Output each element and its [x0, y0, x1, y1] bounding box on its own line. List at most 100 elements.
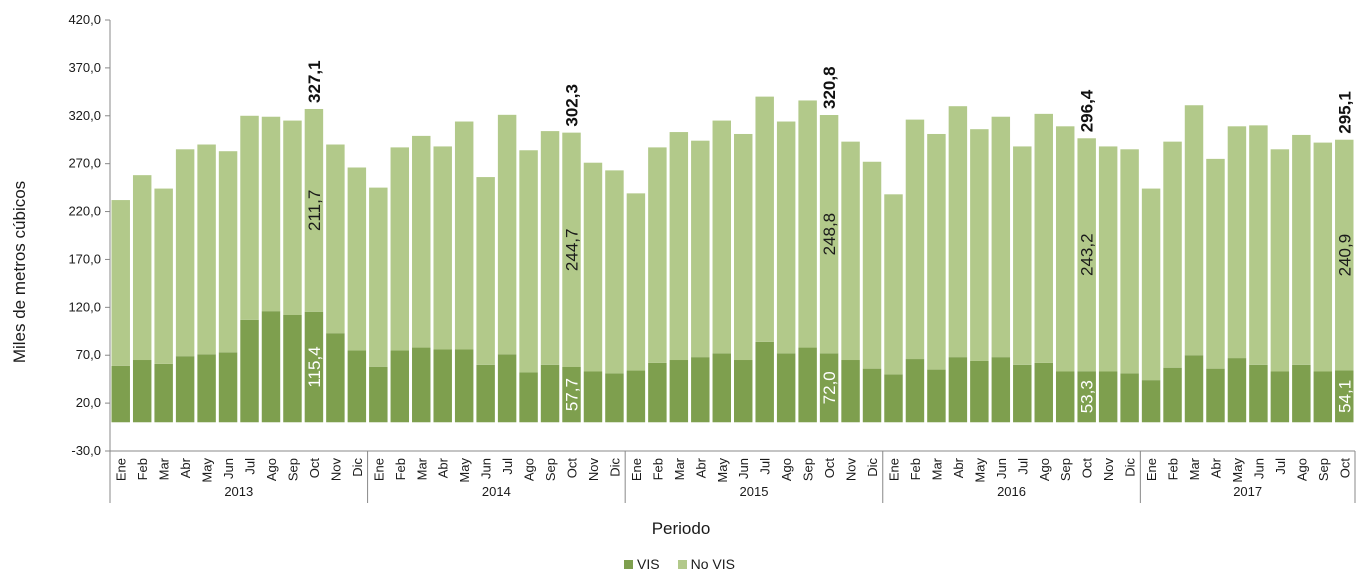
bar-vis — [497, 354, 517, 423]
bar-vis — [605, 373, 624, 423]
bar-vis — [369, 366, 388, 423]
bar-no-vis — [283, 120, 302, 315]
x-axis-title: Periodo — [652, 519, 711, 538]
bar-vis — [1055, 371, 1075, 423]
bar-no-vis — [497, 114, 517, 355]
x-tick-label: Ene — [114, 458, 129, 481]
data-labels: 327,1 211,7 115,4 302,3 244,7 57,7 320,8 248,8 7… — [305, 60, 1354, 413]
year-label: 2014 — [482, 484, 511, 499]
year-label: 2016 — [997, 484, 1026, 499]
bar-vis — [240, 319, 259, 423]
x-tick-label: Dic — [865, 458, 880, 477]
x-tick-label: May — [715, 458, 730, 483]
bar-no-vis — [776, 121, 796, 354]
bar-no-vis — [390, 147, 410, 351]
x-tick-label: May — [457, 458, 472, 483]
bar-no-vis — [884, 194, 903, 375]
x-tick-label: Nov — [844, 458, 859, 482]
bar-no-vis — [476, 177, 495, 365]
x-tick-label: Ago — [1037, 458, 1052, 481]
x-tick-label: Jun — [994, 458, 1009, 479]
total-data-label: 327,1 — [305, 60, 324, 103]
bar-no-vis — [154, 188, 173, 364]
bar-vis — [1141, 380, 1161, 423]
bar-vis — [948, 357, 968, 423]
bar-no-vis — [197, 144, 216, 355]
x-tick-label: Jun — [479, 458, 494, 479]
x-tick-label: Dic — [350, 458, 365, 477]
y-tick-label: 220,0 — [68, 204, 101, 219]
bar-vis — [111, 365, 130, 423]
y-tick-label: 370,0 — [68, 60, 101, 75]
x-tick-label: Jul — [758, 458, 773, 475]
bar-no-vis — [1184, 105, 1204, 356]
x-tick-label: Dic — [1123, 458, 1138, 477]
bar-no-vis — [1055, 126, 1075, 372]
bar-no-vis — [132, 175, 152, 361]
bar-no-vis — [1141, 188, 1161, 381]
bar-no-vis — [1249, 125, 1268, 365]
bar-vis — [905, 359, 925, 423]
bar-no-vis — [819, 115, 839, 354]
x-tick-label: May — [1230, 458, 1245, 483]
vis-data-label: 72,0 — [820, 371, 839, 404]
bar-no-vis — [841, 141, 860, 361]
bar-no-vis — [1335, 139, 1354, 371]
bar-no-vis — [1206, 158, 1225, 369]
bar-vis — [991, 357, 1011, 423]
bar-vis — [691, 357, 710, 423]
bar-no-vis — [347, 167, 367, 351]
x-tick-label: Sep — [801, 458, 816, 481]
x-tick-label: Jun — [1251, 458, 1266, 479]
bar-no-vis — [519, 150, 538, 373]
x-tick-label: Jun — [221, 458, 236, 479]
x-tick-label: Jun — [736, 458, 751, 479]
bar-vis — [261, 311, 281, 423]
bar-vis — [1335, 370, 1354, 423]
bar-vis — [583, 371, 603, 423]
y-tick-label: 320,0 — [68, 108, 101, 123]
year-label: 2017 — [1233, 484, 1262, 499]
vis-data-label: 115,4 — [305, 346, 324, 387]
x-tick-label: Ago — [779, 458, 794, 481]
x-tick-label: Jul — [1273, 458, 1288, 475]
bar-vis — [970, 360, 989, 423]
x-tick-label: Ago — [522, 458, 537, 481]
bar-no-vis — [862, 161, 882, 369]
bar-no-vis — [454, 121, 474, 350]
year-label: 2015 — [740, 484, 769, 499]
bar-vis — [841, 360, 860, 423]
bar-vis — [1163, 367, 1182, 423]
legend-label-no-vis: No VIS — [690, 556, 735, 572]
x-tick-label: Abr — [1208, 457, 1223, 478]
bar-no-vis — [991, 116, 1011, 358]
bar-vis — [326, 333, 345, 423]
x-tick-label: May — [972, 458, 987, 483]
x-tick-label: Sep — [1058, 458, 1073, 481]
bar-no-vis — [798, 100, 817, 348]
x-tick-label: Nov — [586, 458, 601, 482]
bar-vis — [454, 349, 474, 423]
bar-no-vis — [304, 108, 324, 312]
legend-item-vis: VIS — [624, 556, 660, 572]
bar-vis — [1313, 371, 1333, 423]
legend-swatch-no-vis — [677, 559, 687, 569]
bars — [111, 96, 1354, 423]
no-vis-data-label: 244,7 — [563, 229, 582, 272]
bar-no-vis — [1313, 142, 1333, 372]
year-label: 2013 — [224, 484, 253, 499]
vis-data-label: 53,3 — [1078, 380, 1097, 413]
legend-item-no-vis: No VIS — [677, 556, 735, 572]
bar-vis — [519, 372, 538, 423]
bar-no-vis — [1098, 146, 1118, 372]
bar-vis — [648, 362, 667, 423]
y-tick-label: 20,0 — [76, 395, 101, 410]
x-tick-label: Ene — [371, 458, 386, 481]
x-tick-label: Mar — [1187, 457, 1202, 480]
bar-no-vis — [669, 132, 689, 361]
bar-no-vis — [261, 116, 281, 312]
bar-no-vis — [626, 193, 646, 371]
x-tick-label: Abr — [693, 457, 708, 478]
bar-vis — [1034, 362, 1053, 423]
